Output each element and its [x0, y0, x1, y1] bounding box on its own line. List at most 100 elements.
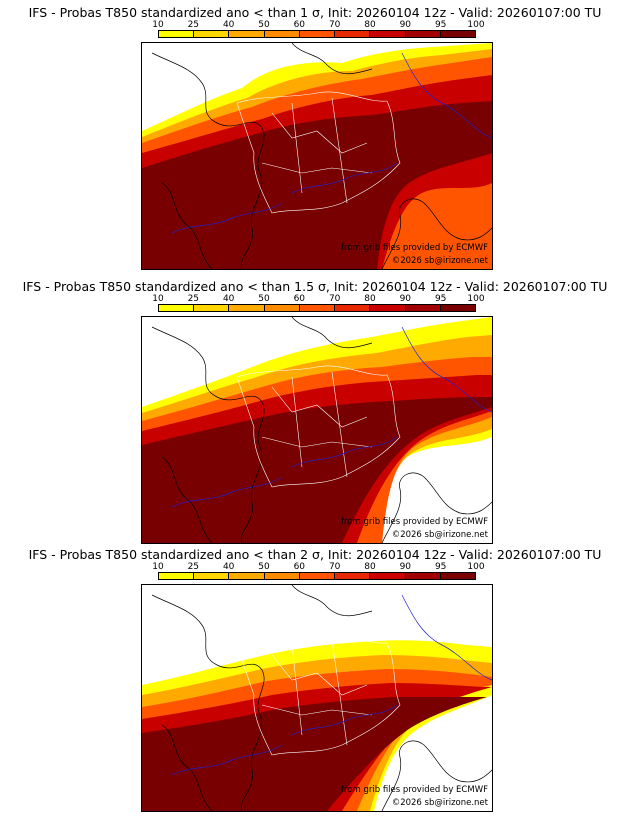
colorbar-segment	[159, 573, 195, 579]
colorbar-ticks: 10 25 40 50 60 70 80 90 95 100	[152, 20, 484, 30]
coastline	[161, 182, 213, 269]
map-canvas	[142, 317, 492, 543]
probability-contour-fill	[142, 697, 487, 811]
coastline	[291, 43, 373, 75]
panel-title: IFS - Probas T850 standardized ano < tha…	[28, 547, 602, 562]
colorbar-tick-label: 100	[467, 294, 485, 304]
colorbar-segment	[370, 305, 406, 311]
colorbar	[158, 304, 476, 312]
colorbar-segment	[229, 305, 265, 311]
colorbar-tick-label: 90	[399, 20, 412, 30]
colorbar-tick-label: 40	[222, 294, 235, 304]
colorbar-tick-label: 95	[434, 294, 447, 304]
colorbar-segment	[229, 31, 265, 37]
colorbar	[158, 572, 476, 580]
probability-map: from grib files provided by ECMWF ©2026 …	[141, 584, 493, 812]
colorbar-segment	[299, 305, 336, 311]
colorbar-tick-label: 80	[364, 20, 376, 30]
map-canvas	[142, 43, 492, 269]
colorbar-segment	[370, 573, 406, 579]
colorbar-ticks: 10 25 40 50 60 70 80 90 95 100	[152, 562, 484, 572]
probability-contour-fill	[142, 397, 492, 543]
river-line	[171, 476, 283, 508]
colorbar-segment	[335, 31, 371, 37]
probability-map: from grib files provided by ECMWF ©2026 …	[141, 42, 493, 270]
colorbar-tick-label: 25	[187, 562, 200, 572]
region-border-line	[261, 639, 373, 746]
colorbar-tick-label: 25	[187, 20, 200, 30]
river-line	[291, 436, 398, 468]
coastline	[151, 326, 265, 543]
river-line	[401, 326, 492, 413]
colorbar-segment	[229, 573, 265, 579]
colorbar-segment	[440, 305, 475, 311]
colorbar-tick-label: 10	[152, 20, 164, 30]
colorbar-tick-label: 95	[434, 562, 447, 572]
colorbar-segment	[440, 31, 475, 37]
coastline	[161, 724, 213, 811]
colorbar-segment	[159, 31, 195, 37]
region-border-line	[261, 371, 373, 478]
colorbar-tick-label: 100	[467, 20, 485, 30]
colorbar-segment	[405, 31, 441, 37]
colorbar-tick-label: 80	[364, 562, 376, 572]
colorbar-tick-label: 25	[187, 294, 200, 304]
colorbar-segment	[194, 31, 230, 37]
colorbar-segment	[405, 573, 441, 579]
coastline	[151, 52, 265, 269]
colorbar-tick-label: 10	[152, 562, 164, 572]
coastline	[291, 317, 373, 349]
coastline	[151, 594, 265, 811]
colorbar-segment	[264, 573, 300, 579]
region-border-line	[236, 91, 401, 214]
probability-contour-fill	[142, 101, 492, 269]
colorbar-segment	[194, 573, 230, 579]
colorbar-segment	[299, 31, 336, 37]
river-line	[171, 202, 283, 234]
colorbar	[158, 30, 476, 38]
colorbar-tick-label: 90	[399, 294, 412, 304]
region-border-line	[236, 633, 401, 756]
colorbar-tick-label: 100	[467, 562, 485, 572]
colorbar-tick-label: 50	[258, 20, 270, 30]
river-line	[401, 594, 492, 681]
panel-title: IFS - Probas T850 standardized ano < tha…	[22, 279, 608, 294]
river-line	[291, 704, 398, 736]
colorbar-tick-label: 40	[222, 20, 235, 30]
river-line	[401, 52, 492, 139]
forecast-panel-1: IFS - Probas T850 standardized ano < tha…	[0, 6, 630, 276]
colorbar-segment	[194, 305, 230, 311]
colorbar-tick-label: 90	[399, 562, 412, 572]
colorbar-segment	[264, 31, 300, 37]
colorbar-ticks: 10 25 40 50 60 70 80 90 95 100	[152, 294, 484, 304]
colorbar-tick-label: 60	[293, 294, 306, 304]
colorbar-segment	[264, 305, 300, 311]
coastline	[381, 472, 492, 543]
panel-title: IFS - Probas T850 standardized ano < tha…	[28, 5, 602, 20]
colorbar-segment	[335, 573, 371, 579]
colorbar-segment	[299, 573, 336, 579]
source-credit: from grib files provided by ECMWF	[341, 243, 488, 253]
colorbar-tick-label: 50	[258, 562, 270, 572]
copyright-label: ©2026 sb@irizone.net	[391, 798, 488, 808]
colorbar-tick-label: 60	[293, 562, 306, 572]
colorbar-segment	[370, 31, 406, 37]
colorbar-tick-label: 70	[328, 20, 341, 30]
coastline	[381, 198, 492, 269]
forecast-panel-3: IFS - Probas T850 standardized ano < tha…	[0, 548, 630, 818]
colorbar-tick-label: 70	[328, 294, 341, 304]
river-line	[171, 744, 283, 776]
colorbar-segment	[159, 305, 195, 311]
source-credit: from grib files provided by ECMWF	[341, 785, 488, 795]
forecast-panel-2: IFS - Probas T850 standardized ano < tha…	[0, 280, 630, 550]
colorbar-tick-label: 40	[222, 562, 235, 572]
colorbar-tick-label: 95	[434, 20, 447, 30]
colorbar-tick-label: 60	[293, 20, 306, 30]
colorbar-tick-label: 70	[328, 562, 341, 572]
coastline	[291, 585, 373, 617]
colorbar-segment	[440, 573, 475, 579]
region-border-line	[236, 365, 401, 488]
colorbar-segment	[405, 305, 441, 311]
colorbar-segment	[335, 305, 371, 311]
map-canvas	[142, 585, 492, 811]
